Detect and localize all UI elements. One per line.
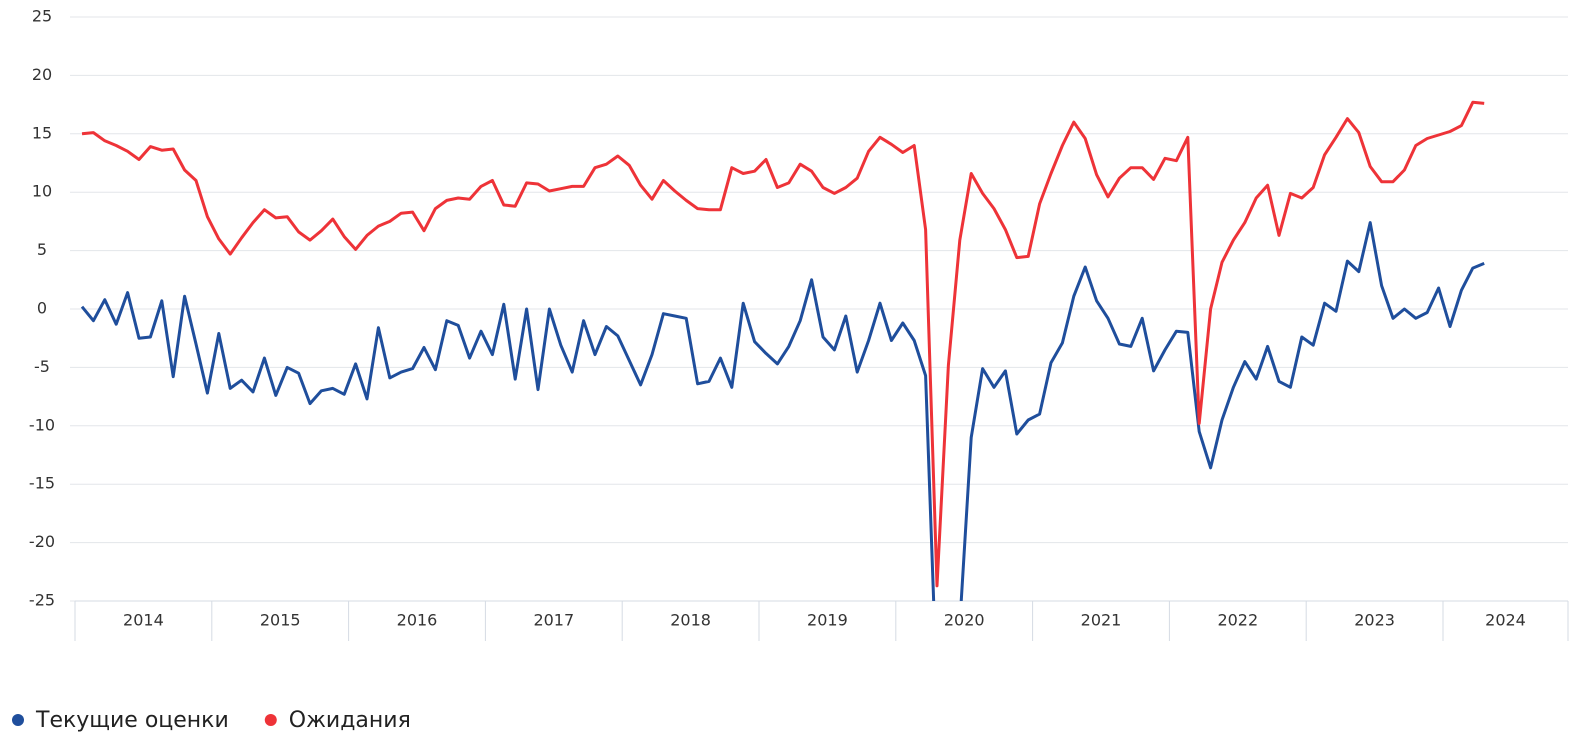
y-tick-label: -5 bbox=[34, 357, 50, 376]
y-tick-label: 15 bbox=[32, 123, 52, 142]
x-tick-label: 2017 bbox=[533, 611, 574, 630]
y-tick-label: -25 bbox=[29, 591, 55, 610]
x-tick-label: 2023 bbox=[1354, 611, 1395, 630]
x-tick-label: 2024 bbox=[1485, 611, 1526, 630]
x-tick-label: 2022 bbox=[1217, 611, 1258, 630]
y-tick-label: -15 bbox=[29, 474, 55, 493]
x-tick-label: 2021 bbox=[1081, 611, 1122, 630]
y-tick-label: 0 bbox=[37, 299, 47, 318]
y-tick-label: -10 bbox=[29, 415, 55, 434]
x-tick-label: 2020 bbox=[944, 611, 985, 630]
legend-marker bbox=[12, 714, 24, 726]
y-tick-label: -20 bbox=[29, 532, 55, 551]
x-tick-label: 2014 bbox=[123, 611, 164, 630]
plot-area bbox=[80, 100, 1485, 601]
legend: Текущие оценки Ожидания bbox=[12, 708, 411, 733]
y-tick-label: 25 bbox=[32, 7, 52, 26]
y-tick-label: 5 bbox=[37, 240, 47, 259]
series-line bbox=[81, 100, 1485, 588]
legend-label: Ожидания bbox=[289, 708, 411, 733]
x-tick-label: 2016 bbox=[397, 611, 438, 630]
x-tick-label: 2019 bbox=[807, 611, 848, 630]
y-tick-label: 10 bbox=[32, 182, 52, 201]
y-tick-label: 20 bbox=[32, 65, 52, 84]
legend-marker bbox=[264, 714, 277, 726]
x-tick-label: 2018 bbox=[670, 611, 711, 630]
series-line bbox=[80, 221, 1485, 601]
legend-label: Текущие оценки bbox=[35, 708, 229, 733]
x-tick-label: 2015 bbox=[260, 611, 301, 630]
